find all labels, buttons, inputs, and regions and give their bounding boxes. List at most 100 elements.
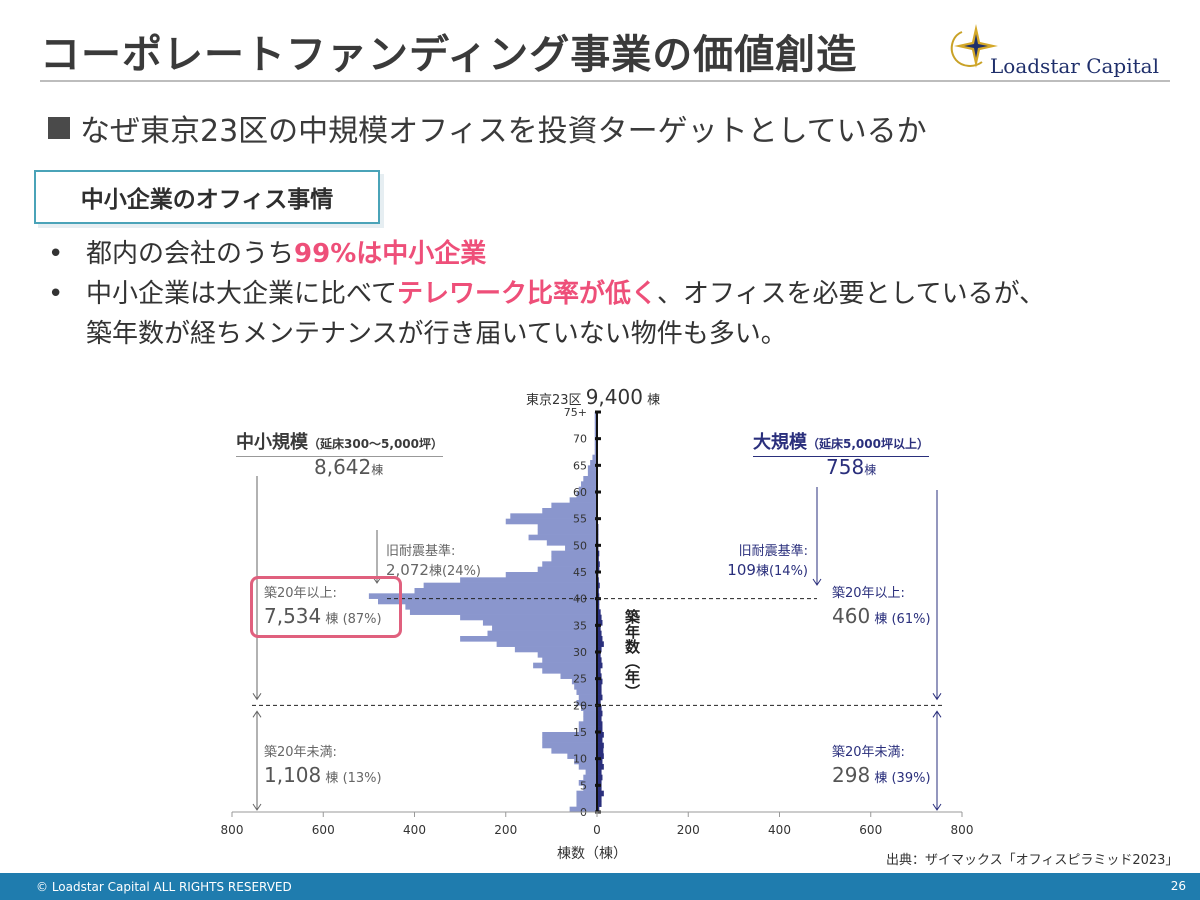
left-bar xyxy=(409,609,597,615)
x-tick-label: 800 xyxy=(951,823,974,837)
left-bar xyxy=(578,764,597,770)
annotation-label: 旧耐震基準: xyxy=(386,544,456,559)
left-bar xyxy=(378,598,597,605)
left-bar xyxy=(571,678,597,685)
annotation-pct: (24%) xyxy=(441,564,482,579)
left-bar xyxy=(496,641,597,647)
annotation-value: 298 xyxy=(832,763,871,787)
right-bar xyxy=(597,721,603,727)
y-tick-label: 50 xyxy=(573,539,587,552)
bullet-highlight: テレワーク比率が低く xyxy=(396,279,657,309)
left-bar xyxy=(551,550,597,557)
left-bar xyxy=(594,422,597,429)
left-bar xyxy=(542,668,597,674)
bullet-dot-icon: • xyxy=(48,279,64,309)
left-bar xyxy=(574,684,597,690)
right-bar xyxy=(597,801,602,807)
annotation-pct: (13%) xyxy=(342,771,382,786)
subtitle-text: なぜ東京23区の中規模オフィスを投資ターゲットとしているか xyxy=(80,114,927,149)
right-group-detail: （延床5,000坪以上） xyxy=(807,437,929,451)
left-group-name: 中小規模 xyxy=(236,432,308,453)
left-bar xyxy=(551,502,597,509)
right-bar xyxy=(597,657,602,663)
left-bar xyxy=(533,662,597,669)
left-bar xyxy=(405,604,597,610)
annotation-value: 2,072 xyxy=(386,561,429,579)
x-tick-label: 800 xyxy=(221,823,244,837)
copyright: © Loadstar Capital ALL RIGHTS RESERVED xyxy=(36,880,292,894)
bullet-list: • 都内の会社のうち99%は中小企業 • 中小企業は大企業に比べてテレワーク比率… xyxy=(48,234,1045,354)
annotation-label: 築20年以上: xyxy=(264,586,337,601)
left-bar xyxy=(576,796,597,802)
bullet-text-part: 中小企業は大企業に比べて xyxy=(86,279,397,309)
left-bar xyxy=(537,529,597,535)
left-total-value: 8,642 xyxy=(314,455,372,479)
right-bar xyxy=(597,609,601,615)
x-tick-label: 0 xyxy=(593,823,601,837)
left-bar xyxy=(594,444,597,450)
bullet-highlight: 99%は中小企業 xyxy=(294,239,487,269)
highlight-box xyxy=(250,576,402,638)
y-tick-label: 10 xyxy=(573,753,587,766)
right-bar xyxy=(597,598,600,605)
title-divider xyxy=(40,80,1170,82)
left-bar xyxy=(576,700,597,706)
right-bar xyxy=(597,566,600,573)
left-bar xyxy=(583,716,597,722)
right-bar xyxy=(597,625,601,631)
left-bar xyxy=(594,417,597,423)
right-bar xyxy=(597,806,600,813)
annotation-label: 築20年未満: xyxy=(832,745,905,760)
right-bar xyxy=(597,684,602,690)
pyramid-svg: 0 5 10 15 20 25 30 35 40 45 50 55 60 65 70 75+ 800 600 400… xyxy=(221,406,974,837)
left-bar xyxy=(594,428,597,434)
left-bar xyxy=(565,545,597,551)
x-tick-label: 200 xyxy=(677,823,700,837)
left-total-unit: 棟 xyxy=(371,463,384,477)
left-bar xyxy=(569,806,597,813)
left-bar xyxy=(576,801,597,807)
right-bar xyxy=(597,662,603,669)
left-bar xyxy=(592,454,597,461)
y-tick-label: 55 xyxy=(573,513,587,526)
right-bar xyxy=(597,774,603,781)
footer-bar: © Loadstar Capital ALL RIGHTS RESERVED 2… xyxy=(0,873,1200,900)
annotation-pct: (87%) xyxy=(342,612,382,627)
left-over20-arrow-head xyxy=(252,693,262,701)
right-bar xyxy=(597,636,603,642)
right-bar xyxy=(597,710,603,717)
annotation-value: 7,534 xyxy=(264,604,322,628)
right-bar xyxy=(597,726,603,733)
bullet-dot-icon: • xyxy=(48,239,64,269)
annotation-unit: 棟 xyxy=(874,612,888,627)
left-bar xyxy=(542,508,597,514)
y-tick-label: 25 xyxy=(573,673,587,686)
left-bar xyxy=(576,689,597,695)
source-note: 出典：ザイマックス「オフィスピラミッド2023」 xyxy=(886,853,1179,868)
right-group-name: 大規模 xyxy=(753,432,807,453)
left-bar xyxy=(537,652,597,658)
left-bar xyxy=(594,449,597,455)
left-bar xyxy=(578,780,597,786)
annotation-value: 109 xyxy=(727,561,756,579)
annotation-unit: 棟 xyxy=(755,564,769,579)
bullet-text-line2: 築年数が経ちメンテナンスが行き届いていない物件も多い。 xyxy=(86,319,787,349)
left-bar xyxy=(585,769,597,775)
section-heading-box: 中小企業のオフィス事情 xyxy=(34,170,380,224)
left-bar xyxy=(460,636,597,642)
left-old-quake-annotation: 旧耐震基準: 2,072棟(24%) xyxy=(386,542,481,581)
right-bar xyxy=(597,796,602,802)
left-bar xyxy=(583,710,597,717)
left-bar xyxy=(567,753,597,759)
bullet-item: • 都内の会社のうち99%は中小企業 xyxy=(48,234,1045,274)
right-bar xyxy=(597,614,602,621)
right-bar xyxy=(597,780,602,786)
right-bar xyxy=(597,652,601,658)
left-group-total: 8,642棟 xyxy=(314,455,383,479)
left-over20-annotation: 築20年以上: 7,534 棟 (87%) xyxy=(264,583,382,631)
right-under20-annotation: 築20年未満: 298 棟 (39%) xyxy=(832,742,931,790)
bullet-text: 都内の会社のうち99%は中小企業 xyxy=(86,234,486,274)
left-bar xyxy=(587,465,597,471)
left-under20-annotation: 築20年未満: 1,108 棟 (13%) xyxy=(264,742,382,790)
left-bar xyxy=(583,774,597,781)
